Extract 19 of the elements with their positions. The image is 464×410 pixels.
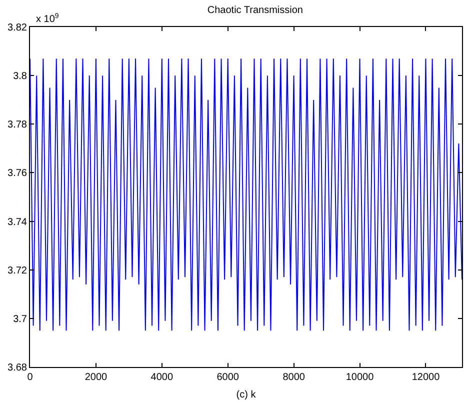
x-tick-label: 0 xyxy=(27,372,34,383)
x-axis-title: (c) k xyxy=(236,390,257,400)
y-tick-label: 3.76 xyxy=(8,168,28,180)
x-tick-label: 6000 xyxy=(216,372,240,383)
text: x 10$^{9}$ xyxy=(36,13,59,26)
chart-title: Chaotic Transmission xyxy=(207,5,303,16)
y-tick-label: 3.7 xyxy=(13,314,28,325)
y-tick-label: 3.72 xyxy=(8,265,28,276)
x-tick-label: 10000 xyxy=(346,372,374,383)
y-tick-label: 3.8 xyxy=(13,71,28,82)
x-tick-label: 8000 xyxy=(282,372,306,383)
y-tick-label: 3.68 xyxy=(8,362,28,374)
x-tick-label: 12000 xyxy=(412,372,440,383)
y-tick-label: 3.78 xyxy=(8,120,28,131)
x-tick-label: 4000 xyxy=(150,372,174,383)
x-tick-label: 2000 xyxy=(84,372,108,383)
line-series xyxy=(30,58,462,332)
y-tick-label: 3.82 xyxy=(8,22,28,34)
y-tick-label: 3.74 xyxy=(8,216,28,228)
